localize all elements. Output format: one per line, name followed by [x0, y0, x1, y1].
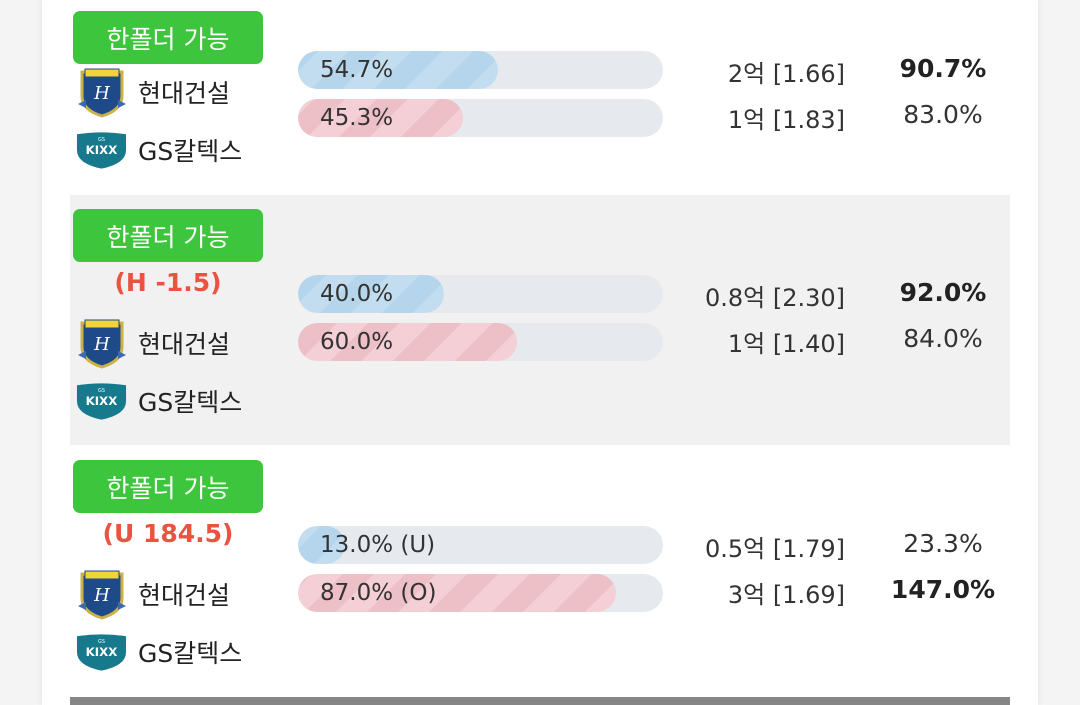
home-vote-bar: 40.0% — [298, 275, 663, 313]
away-vote-label: 60.0% — [320, 329, 394, 355]
home-vote-label: 13.0% (U) — [320, 532, 436, 558]
home-vote-fill — [298, 275, 444, 313]
section-divider — [70, 697, 1010, 705]
away-team-name: GS칼텍스 — [138, 639, 243, 668]
away-team: KIXX GS GS칼텍스 — [75, 125, 242, 175]
home-return-pct: 92.0% — [899, 278, 987, 307]
badge-label: 한폴더 가능 — [106, 473, 230, 503]
svg-text:H: H — [93, 334, 110, 355]
away-team: KIXX GS GS칼텍스 — [75, 376, 242, 426]
hyundai-shield-icon: H — [75, 318, 128, 369]
home-vote-label: 40.0% — [320, 281, 394, 307]
one-folder-badge: 한폴더 가능 — [73, 460, 263, 513]
gs-kixx-icon: KIXX GS — [75, 376, 128, 426]
svg-text:KIXX: KIXX — [86, 143, 118, 157]
gs-kixx-icon: KIXX GS — [75, 125, 128, 175]
home-vote-label: 54.7% — [320, 57, 394, 83]
home-vote-bar: 54.7% — [298, 51, 663, 89]
away-vote-label: 87.0% (O) — [320, 580, 437, 606]
gs-kixx-icon: KIXX GS — [75, 627, 128, 677]
one-folder-badge: 한폴더 가능 — [73, 11, 263, 64]
match-row[interactable]: 한폴더 가능 H 현대건설 KIXX GS GS칼텍스 54.7% 45.3% 2… — [70, 0, 1010, 195]
home-team-name: 현대건설 — [138, 330, 231, 359]
away-team-name: GS칼텍스 — [138, 388, 243, 417]
away-money-odds: 3억 [1.69] — [727, 581, 845, 609]
away-vote-bar: 45.3% — [298, 99, 663, 137]
away-vote-fill — [298, 574, 616, 612]
home-money-odds: 0.5억 [1.79] — [704, 535, 845, 563]
away-vote-fill — [298, 323, 517, 361]
hyundai-shield-icon: H — [75, 569, 128, 620]
svg-text:H: H — [93, 585, 110, 606]
away-return-pct: 147.0% — [890, 575, 996, 604]
away-return-pct: 83.0% — [903, 100, 983, 129]
home-return-pct: 23.3% — [903, 529, 983, 558]
away-vote-bar: 87.0% (O) — [298, 574, 663, 612]
badge-label: 한폴더 가능 — [106, 222, 230, 252]
home-team: H 현대건설 — [75, 569, 231, 620]
home-team: H 현대건설 — [75, 67, 231, 118]
handicap-label: (H -1.5) — [114, 268, 222, 297]
svg-text:H: H — [93, 83, 110, 104]
svg-text:KIXX: KIXX — [86, 394, 118, 408]
one-folder-badge: 한폴더 가능 — [73, 209, 263, 262]
match-row[interactable]: 한폴더 가능 (H -1.5) H 현대건설 KIXX GS GS칼텍스 40.0… — [70, 195, 1010, 445]
away-money-odds: 1억 [1.83] — [727, 106, 845, 134]
home-return-pct: 90.7% — [899, 54, 987, 83]
home-team-name: 현대건설 — [138, 581, 231, 610]
home-team: H 현대건설 — [75, 318, 231, 369]
home-money-odds: 2억 [1.66] — [727, 60, 845, 88]
away-vote-bar: 60.0% — [298, 323, 663, 361]
match-row[interactable]: 한폴더 가능 (U 184.5) H 현대건설 KIXX GS GS칼텍스 13.… — [70, 445, 1010, 695]
home-team-name: 현대건설 — [138, 79, 231, 108]
hyundai-shield-icon: H — [75, 67, 128, 118]
home-money-odds: 0.8억 [2.30] — [704, 284, 845, 312]
away-vote-label: 45.3% — [320, 105, 394, 131]
svg-text:GS: GS — [98, 388, 105, 394]
badge-label: 한폴더 가능 — [106, 24, 230, 54]
home-vote-fill — [298, 526, 346, 564]
home-vote-fill — [298, 51, 498, 89]
home-vote-bar: 13.0% (U) — [298, 526, 663, 564]
svg-text:GS: GS — [98, 639, 105, 645]
away-return-pct: 84.0% — [903, 324, 983, 353]
away-money-odds: 1억 [1.40] — [727, 330, 845, 358]
away-team: KIXX GS GS칼텍스 — [75, 627, 242, 677]
away-team-name: GS칼텍스 — [138, 137, 243, 166]
away-vote-fill — [298, 99, 464, 137]
svg-text:GS: GS — [98, 137, 105, 143]
svg-text:KIXX: KIXX — [86, 645, 118, 659]
handicap-label: (U 184.5) — [102, 519, 234, 548]
